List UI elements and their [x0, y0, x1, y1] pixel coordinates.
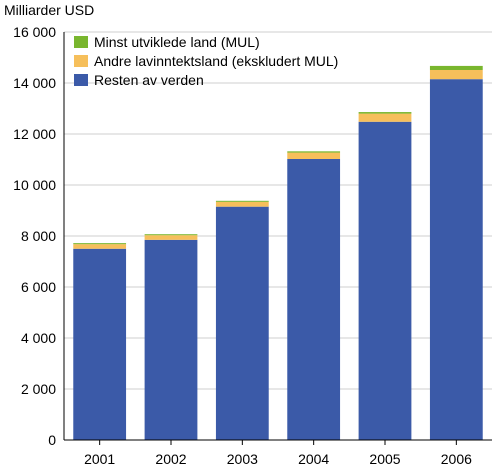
- legend-swatch: [74, 36, 88, 48]
- y-tick-label: 0: [48, 432, 56, 448]
- bar-segment: [73, 248, 127, 440]
- bar-segment: [144, 234, 198, 236]
- bar-segment: [73, 244, 127, 249]
- bar-segment: [73, 243, 127, 245]
- bar-segment: [215, 201, 269, 207]
- bar-segment: [429, 79, 483, 441]
- y-tick-label: 2 000: [21, 381, 56, 397]
- legend-label: Resten av verden: [94, 72, 204, 88]
- legend-swatch: [74, 74, 88, 86]
- y-tick-label: 4 000: [21, 330, 56, 346]
- legend-swatch: [74, 55, 88, 67]
- bar-segment: [215, 206, 269, 440]
- x-tick-label: 2005: [369, 451, 400, 467]
- legend-label: Andre lavinntektsland (ekskludert MUL): [94, 53, 338, 69]
- bar-segment: [144, 239, 198, 440]
- y-tick-label: 6 000: [21, 279, 56, 295]
- bar-segment: [429, 65, 483, 70]
- bar-segment: [287, 152, 341, 159]
- x-tick-label: 2006: [441, 451, 472, 467]
- y-tick-label: 8 000: [21, 228, 56, 244]
- y-tick-label: 12 000: [13, 126, 56, 142]
- bar-segment: [358, 121, 412, 440]
- gridlines: [64, 31, 492, 390]
- y-axis-unit-label: Milliarder USD: [4, 2, 95, 18]
- bar-segment: [144, 235, 198, 240]
- bar-segment: [358, 112, 412, 114]
- bar-segment: [215, 200, 269, 202]
- y-tick-label: 14 000: [13, 75, 56, 91]
- bar-segment: [287, 151, 341, 153]
- x-tick-label: 2004: [298, 451, 329, 467]
- bar-segment: [287, 158, 341, 441]
- axes: 0 2 000 4 000 6 000 8 000 10 000 12 000 14 000 1…: [13, 24, 492, 467]
- x-tick-label: 2001: [84, 451, 115, 467]
- y-tick-label: 10 000: [13, 177, 56, 193]
- bars: [73, 65, 483, 441]
- bar-segment: [358, 113, 412, 122]
- legend-label: Minst utviklede land (MUL): [94, 34, 260, 50]
- x-tick-label: 2002: [155, 451, 186, 467]
- bar-segment: [429, 69, 483, 80]
- x-tick-label: 2003: [227, 451, 258, 467]
- y-tick-label: 16 000: [13, 24, 56, 40]
- legend: Minst utviklede land (MUL) Andre lavinnte…: [74, 34, 338, 88]
